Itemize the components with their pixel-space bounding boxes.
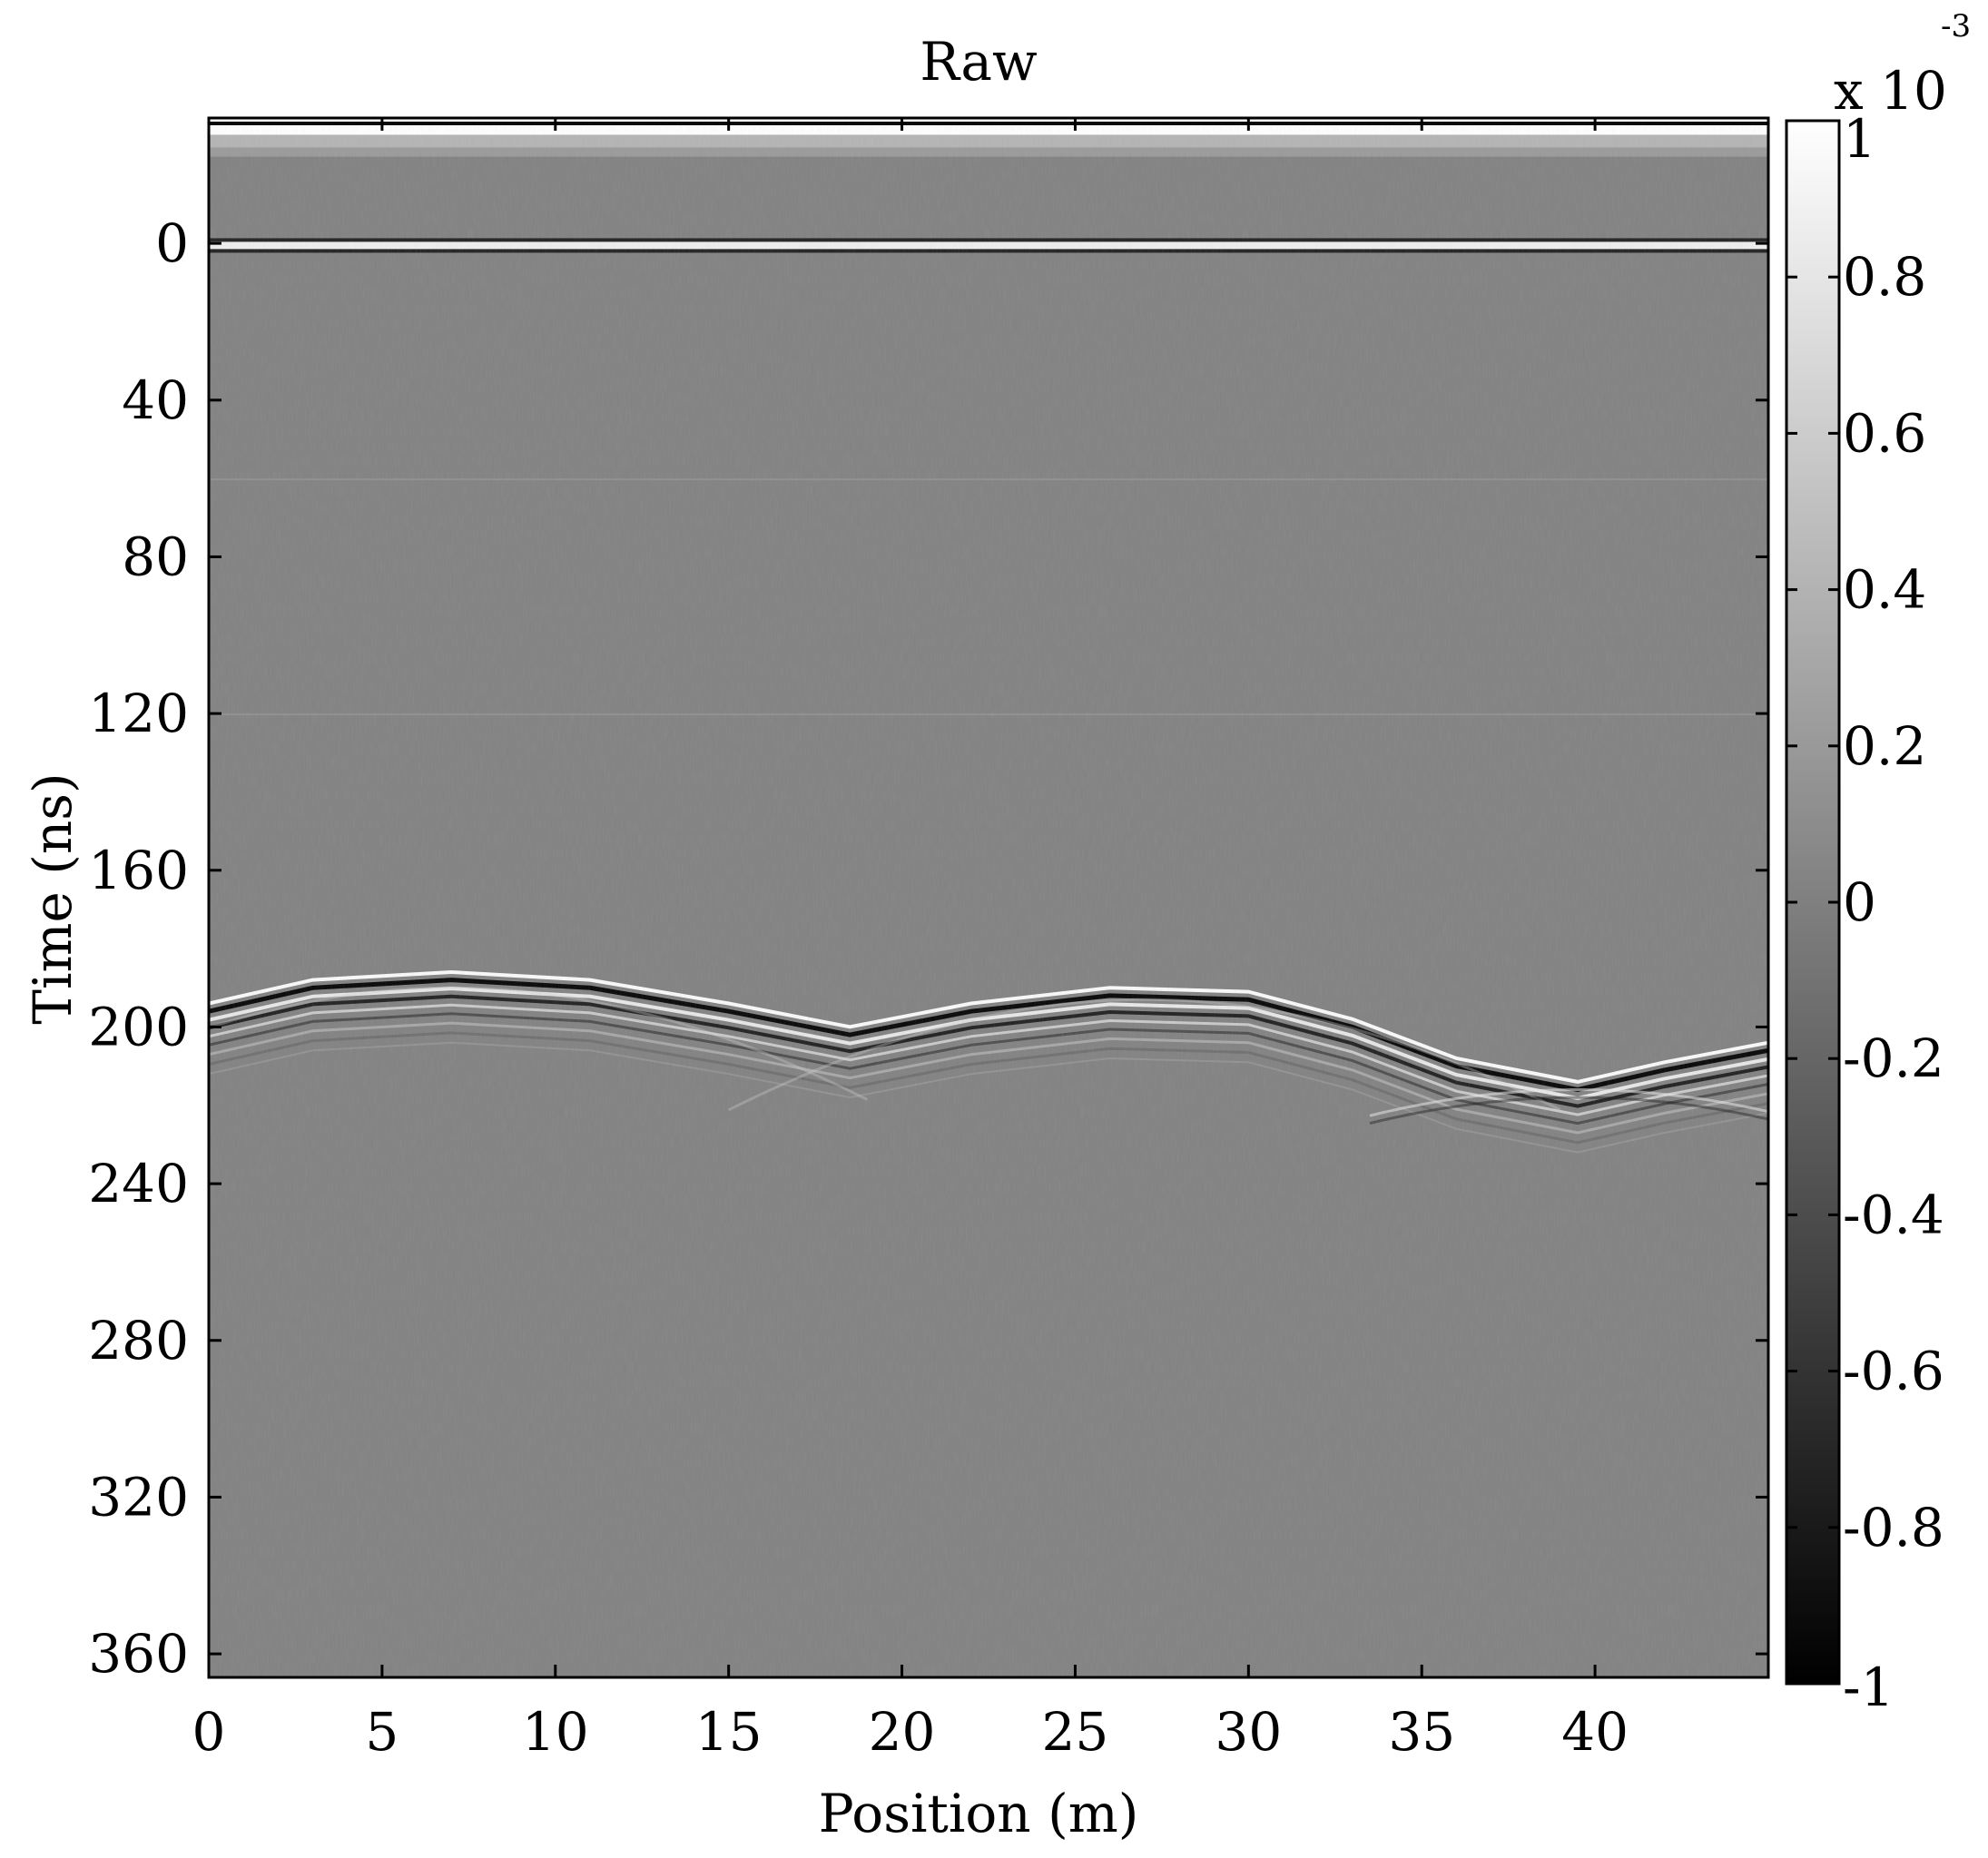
colorbar: 1 0.8 0.6 0.4 0.2 0 -0.2 -0.4 -0.6 -0.8 -1 x 10 -3 xyxy=(1785,8,1971,1718)
colorbar-ticks: 1 0.8 0.6 0.4 0.2 0 -0.2 -0.4 -0.6 -0.8 -1 xyxy=(1786,108,1944,1718)
y-tick-label: 0 xyxy=(155,212,189,274)
plot-frame xyxy=(207,116,1770,1679)
x-tick-label: 0 xyxy=(192,1701,226,1763)
y-tick-label: 280 xyxy=(88,1310,189,1371)
colorbar-tick-label: 0.4 xyxy=(1843,559,1926,621)
y-axis-label: Time (ns) xyxy=(22,772,84,1024)
y-tick-label: 40 xyxy=(122,369,189,431)
plot-texture xyxy=(209,118,1768,1677)
colorbar-tick-label: 0.8 xyxy=(1843,246,1926,308)
colorbar-multiplier: x 10 xyxy=(1834,60,1947,122)
colorbar-tick-label: -1 xyxy=(1843,1656,1895,1718)
x-tick-label: 10 xyxy=(522,1701,589,1763)
y-tick-label: 360 xyxy=(88,1623,189,1685)
x-tick-label: 40 xyxy=(1561,1701,1629,1763)
colorbar-multiplier-exponent: -3 xyxy=(1941,8,1971,44)
x-tick-label: 5 xyxy=(365,1701,399,1763)
x-tick-label: 15 xyxy=(695,1701,763,1763)
colorbar-tick-label: -0.8 xyxy=(1843,1497,1944,1558)
chart-title: Raw xyxy=(920,31,1037,93)
x-axis: 0 5 10 15 20 25 30 35 40 xyxy=(192,118,1629,1763)
x-tick-label: 20 xyxy=(869,1701,936,1763)
y-tick-label: 160 xyxy=(88,840,189,901)
x-tick-label: 25 xyxy=(1042,1701,1109,1763)
x-tick-label: 30 xyxy=(1215,1701,1282,1763)
colorbar-tick-label: 0.6 xyxy=(1843,402,1926,464)
colorbar-tick-label: 1 xyxy=(1843,108,1876,170)
y-tick-label: 120 xyxy=(88,683,189,744)
colorbar-tick-label: -0.6 xyxy=(1843,1341,1944,1402)
colorbar-tick-label: 0.2 xyxy=(1843,715,1926,777)
colorbar-tick-label: 0 xyxy=(1843,871,1876,933)
colorbar-tick-label: -0.2 xyxy=(1843,1027,1944,1089)
y-tick-label: 80 xyxy=(122,526,189,587)
colorbar-tick-label: -0.4 xyxy=(1843,1184,1944,1245)
plot-area xyxy=(207,116,1770,1679)
x-tick-label: 35 xyxy=(1388,1701,1455,1763)
y-tick-label: 240 xyxy=(88,1153,189,1214)
x-axis-label: Position (m) xyxy=(819,1783,1139,1844)
y-tick-label: 320 xyxy=(88,1466,189,1528)
y-axis: 0 40 80 120 160 200 240 280 320 360 xyxy=(88,212,1768,1685)
y-tick-label: 200 xyxy=(88,996,189,1057)
